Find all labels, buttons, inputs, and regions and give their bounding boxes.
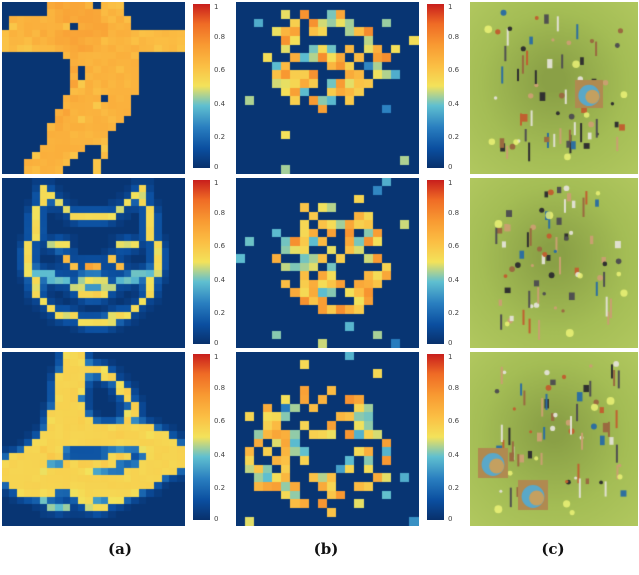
tick-label: 0 xyxy=(448,515,453,523)
tick-label: 1 xyxy=(214,353,219,361)
tick-label: 0.6 xyxy=(448,417,460,425)
tick-label: 0.4 xyxy=(214,100,226,108)
tick-label: 0.6 xyxy=(448,242,460,250)
tick-label: 0 xyxy=(448,339,453,347)
caption-a: (a) xyxy=(108,540,132,558)
tick-label: 0 xyxy=(448,163,453,171)
tick-label: 1 xyxy=(448,179,453,187)
tick-label: 1 xyxy=(448,3,453,11)
heatmap-a-row3 xyxy=(2,352,185,526)
heatmap-a-row2 xyxy=(2,178,185,348)
tick-label: 0.4 xyxy=(448,100,460,108)
tick-label: 0.8 xyxy=(214,33,226,41)
heatmap-b-row3 xyxy=(236,352,419,526)
tick-label: 0.6 xyxy=(214,66,226,74)
caption-b: (b) xyxy=(313,540,339,558)
tick-label: 0.2 xyxy=(448,133,460,141)
tick-label: 0.2 xyxy=(214,484,226,492)
caption-c: (c) xyxy=(541,540,565,558)
tick-label: 0.4 xyxy=(448,276,460,284)
tick-label: 1 xyxy=(448,353,453,361)
tick-label: 0.4 xyxy=(214,276,226,284)
tick-label: 0.6 xyxy=(214,242,226,250)
tick-label: 1 xyxy=(214,3,219,11)
tick-label: 0.8 xyxy=(214,384,226,392)
tick-label: 0.2 xyxy=(214,133,226,141)
tick-label: 0.4 xyxy=(448,451,460,459)
tick-label: 0.2 xyxy=(214,309,226,317)
tick-label: 0 xyxy=(214,339,219,347)
heatmap-b-row1 xyxy=(236,2,419,174)
tick-label: 0.6 xyxy=(214,417,226,425)
tick-label: 0.4 xyxy=(214,451,226,459)
tick-label: 0.2 xyxy=(448,309,460,317)
tick-label: 1 xyxy=(214,179,219,187)
tick-label: 0.8 xyxy=(448,384,460,392)
tick-label: 0.8 xyxy=(448,209,460,217)
tick-label: 0 xyxy=(214,515,219,523)
scene-c-row1 xyxy=(470,2,638,174)
heatmap-b-row2 xyxy=(236,178,419,348)
tick-label: 0.8 xyxy=(448,33,460,41)
tick-label: 0.2 xyxy=(448,484,460,492)
tick-label: 0.8 xyxy=(214,209,226,217)
tick-label: 0.6 xyxy=(448,66,460,74)
scene-c-row2 xyxy=(470,178,638,348)
scene-c-row3 xyxy=(470,352,638,526)
tick-label: 0 xyxy=(214,163,219,171)
heatmap-a-row1 xyxy=(2,2,185,174)
